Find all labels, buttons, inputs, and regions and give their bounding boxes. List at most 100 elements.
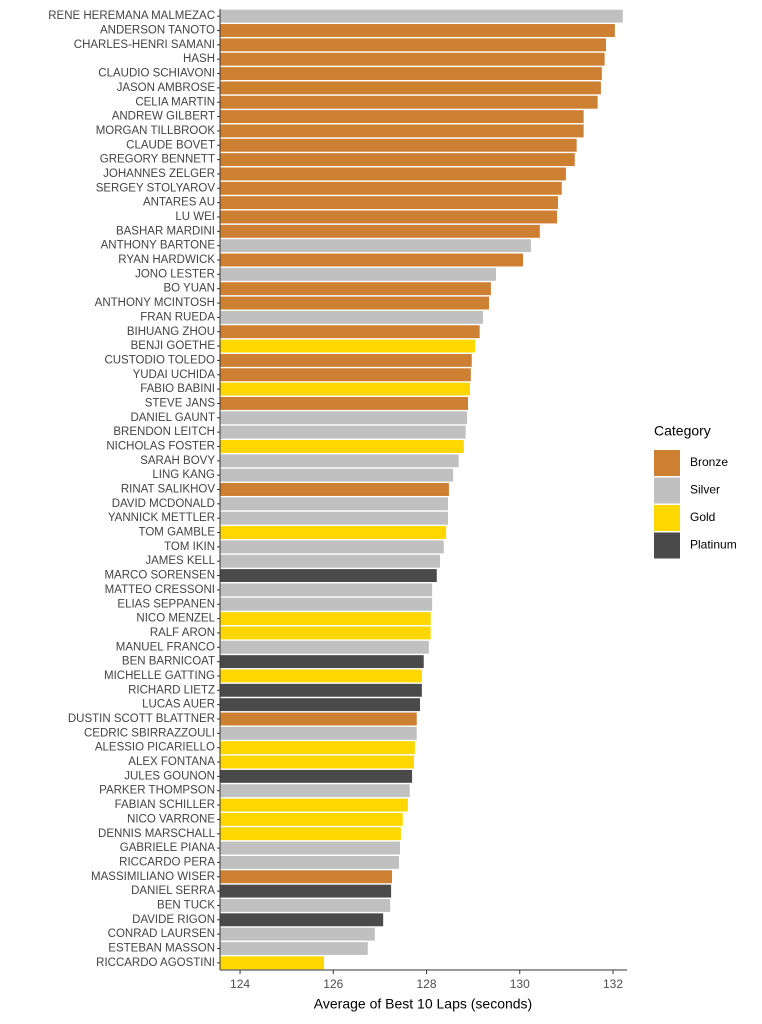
- bar: [220, 741, 415, 755]
- bar: [220, 583, 433, 597]
- x-axis-title: Average of Best 10 Laps (seconds): [314, 996, 532, 1012]
- bar: [220, 698, 421, 712]
- bar: [220, 827, 401, 841]
- bar: [220, 640, 429, 654]
- y-tick-label: CHARLES-HENRI SAMANI: [74, 39, 215, 51]
- bar: [220, 24, 615, 37]
- y-tick-label: GREGORY BENNETT: [100, 154, 215, 166]
- y-tick-label: CLAUDIO SCHIAVONI: [98, 68, 215, 80]
- y-tick-label: MORGAN TILLBROOK: [96, 125, 216, 137]
- y-tick-label: BEN BARNICOAT: [122, 656, 215, 668]
- y-tick-label: NICO MENZEL: [136, 613, 215, 625]
- legend-label: Gold: [690, 510, 715, 524]
- y-tick-label: CELIA MARTIN: [135, 96, 215, 108]
- bar: [220, 870, 393, 884]
- bar: [220, 440, 464, 453]
- y-tick-label: BASHAR MARDINI: [116, 225, 215, 237]
- legend-swatch: [654, 450, 680, 476]
- y-tick-label: DAVIDE RIGON: [132, 914, 215, 926]
- bar: [220, 425, 466, 439]
- y-tick-label: SARAH BOVY: [140, 455, 215, 467]
- bar: [220, 927, 375, 941]
- legend-label: Platinum: [690, 538, 737, 552]
- y-tick-label: BEN TUCK: [157, 899, 215, 911]
- bar: [220, 67, 602, 80]
- y-tick-label: JULES GOUNON: [124, 770, 215, 782]
- legend-title: Category: [654, 423, 711, 439]
- y-tick-label: GABRIELE PIANA: [120, 842, 216, 854]
- bar: [220, 396, 469, 410]
- bar: [220, 325, 480, 339]
- bar: [220, 769, 413, 783]
- y-tick-label: LING KANG: [152, 469, 215, 481]
- bar: [220, 812, 403, 826]
- bar: [220, 554, 441, 568]
- y-tick-label: STEVE JANS: [145, 397, 216, 409]
- bar: [220, 9, 623, 23]
- bar: [220, 942, 368, 955]
- y-tick-label: MANUEL FRANCO: [116, 641, 215, 653]
- legend-swatch: [654, 477, 680, 504]
- y-tick-label: JAMES KELL: [145, 555, 215, 567]
- bar: [220, 210, 558, 224]
- bar: [220, 497, 448, 511]
- y-tick-label: LUCAS AUER: [142, 699, 215, 711]
- y-tick-label: SERGEY STOLYAROV: [96, 182, 216, 194]
- bar: [220, 181, 562, 195]
- bar: [220, 52, 605, 66]
- bar: [220, 526, 447, 539]
- bar: [220, 726, 417, 740]
- y-tick-label: HASH: [183, 53, 215, 65]
- bar: [220, 267, 496, 281]
- y-tick-label: ALESSIO PICARIELLO: [95, 742, 215, 754]
- bar: [220, 138, 577, 152]
- y-tick-label: CEDRIC SBIRRAZZOULI: [84, 727, 215, 739]
- y-tick-label: ANDERSON TANOTO: [100, 25, 215, 37]
- bar: [220, 38, 607, 52]
- y-tick-label: ESTEBAN MASSON: [108, 943, 215, 955]
- bar: [220, 310, 483, 324]
- y-tick-label: JONO LESTER: [135, 268, 215, 280]
- y-tick-label: FRAN RUEDA: [140, 311, 215, 323]
- bar: [220, 253, 524, 267]
- y-tick-label: TOM IKIN: [164, 541, 215, 553]
- y-tick-label: FABIAN SCHILLER: [115, 799, 215, 811]
- bar: [220, 956, 324, 970]
- y-tick-label: BO YUAN: [163, 283, 215, 295]
- y-tick-label: TOM GAMBLE: [139, 527, 216, 539]
- bar: [220, 196, 559, 210]
- x-tick-label: 132: [603, 977, 623, 991]
- bar: [220, 339, 476, 353]
- bar: [220, 454, 459, 468]
- y-tick-label: RICHARD LIETZ: [128, 684, 215, 696]
- bar: [220, 683, 422, 697]
- y-tick-label: DUSTIN SCOTT BLATTNER: [68, 713, 215, 725]
- bar: [220, 884, 392, 898]
- bar: [220, 784, 410, 798]
- x-tick-label: 124: [230, 977, 250, 991]
- y-tick-label: RALF ARON: [150, 627, 215, 639]
- y-tick-label: DANIEL SERRA: [131, 885, 215, 897]
- bar: [220, 153, 575, 167]
- bar: [220, 899, 391, 912]
- y-tick-label: DANIEL GAUNT: [130, 412, 215, 424]
- y-tick-label: NICO VARRONE: [127, 813, 215, 825]
- bar: [220, 368, 471, 382]
- y-tick-label: NICHOLAS FOSTER: [106, 441, 215, 453]
- bar: [220, 597, 433, 611]
- y-tick-label: ANTHONY BARTONE: [101, 240, 216, 252]
- legend-swatch: [654, 532, 680, 559]
- y-tick-label: JASON AMBROSE: [117, 82, 216, 94]
- y-tick-label: CUSTODIO TOLEDO: [104, 354, 215, 366]
- y-tick-label: CLAUDE BOVET: [126, 139, 215, 151]
- bar: [220, 511, 448, 525]
- legend-swatch: [654, 505, 680, 531]
- y-tick-label: DENNIS MARSCHALL: [98, 828, 216, 840]
- bar: [220, 224, 540, 238]
- y-tick-label: MASSIMILIANO WISER: [91, 871, 215, 883]
- y-tick-label: JOHANNES ZELGER: [103, 168, 215, 180]
- y-tick-label: MARCO SORENSEN: [104, 570, 215, 582]
- bar: [220, 81, 601, 95]
- bar: [220, 798, 408, 812]
